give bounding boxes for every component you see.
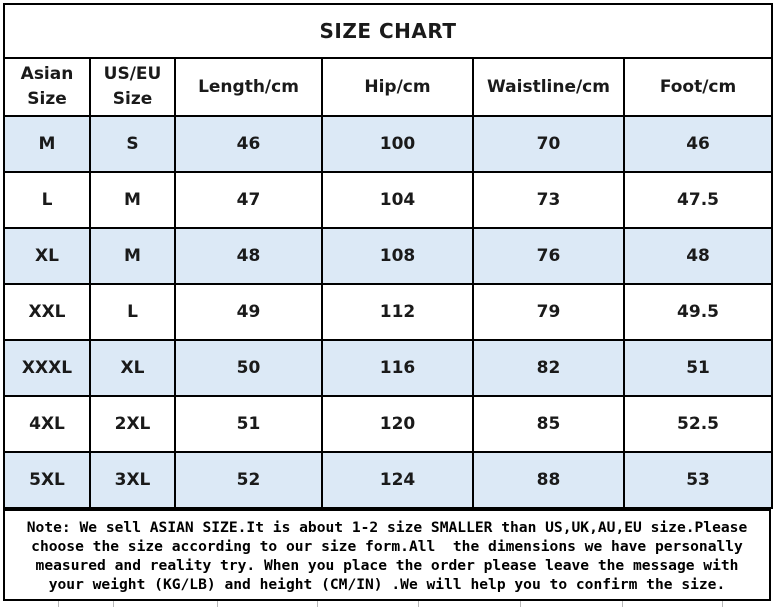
cell: 52.5 [622,395,774,453]
column-header-length: Length/cm [174,57,323,117]
cell: L [89,283,176,341]
cell: 47 [174,171,323,229]
cell: 120 [321,395,474,453]
cell: 104 [321,171,474,229]
cell: 116 [321,339,474,397]
note-box: Note: We sell ASIAN SIZE.It is about 1-2… [3,509,771,601]
page-title: SIZE CHART [2,3,774,59]
cell: 3XL [89,451,176,509]
spreadsheet-gridlines [0,601,774,607]
cell: 100 [321,115,474,173]
cell: 70 [472,115,625,173]
column-header-asian-size: Asian Size [3,57,91,117]
title-row: SIZE CHART [2,3,774,59]
cell: 49 [174,283,323,341]
cell: 51 [622,339,774,397]
cell: 85 [472,395,625,453]
note-line: your weight (KG/LB) and height (CM/IN) .… [48,576,726,593]
cell: M [3,115,91,173]
cell: M [89,171,176,229]
cell: 88 [472,451,625,509]
note-line: choose the size according to our size fo… [31,538,743,555]
cell: 52 [174,451,323,509]
size-chart-table: SIZE CHART Asian Size US/EU Size Length/… [2,3,774,509]
cell: S [89,115,176,173]
cell: 48 [622,227,774,285]
cell: 73 [472,171,625,229]
cell: M [89,227,176,285]
cell: 4XL [3,395,91,453]
cell: 51 [174,395,323,453]
cell: 46 [622,115,774,173]
note-line: measured and reality try. When you place… [35,557,739,574]
column-header-waistline: Waistline/cm [472,57,625,117]
table-row: M S 46 100 70 46 [3,115,774,173]
cell: 48 [174,227,323,285]
cell: 82 [472,339,625,397]
cell: XXL [3,283,91,341]
cell: 124 [321,451,474,509]
column-header-hip: Hip/cm [321,57,474,117]
table-row: XXXL XL 50 116 82 51 [3,339,774,397]
cell: 50 [174,339,323,397]
cell: 47.5 [622,171,774,229]
cell: 76 [472,227,625,285]
cell: 108 [321,227,474,285]
cell: XXXL [3,339,91,397]
cell: XL [89,339,176,397]
cell: L [3,171,91,229]
cell: 49.5 [622,283,774,341]
cell: XL [3,227,91,285]
cell: 2XL [89,395,176,453]
header-row: Asian Size US/EU Size Length/cm Hip/cm W… [3,57,774,117]
table-row: 5XL 3XL 52 124 88 53 [3,451,774,509]
table-row: XL M 48 108 76 48 [3,227,774,285]
column-header-foot: Foot/cm [622,57,774,117]
cell: 46 [174,115,323,173]
cell: 112 [321,283,474,341]
table-row: L M 47 104 73 47.5 [3,171,774,229]
table-row: 4XL 2XL 51 120 85 52.5 [3,395,774,453]
table-row: XXL L 49 112 79 49.5 [3,283,774,341]
column-header-us-eu-size: US/EU Size [89,57,176,117]
note-line: Note: We sell ASIAN SIZE.It is about 1-2… [26,519,748,536]
cell: 53 [622,451,774,509]
cell: 79 [472,283,625,341]
cell: 5XL [3,451,91,509]
